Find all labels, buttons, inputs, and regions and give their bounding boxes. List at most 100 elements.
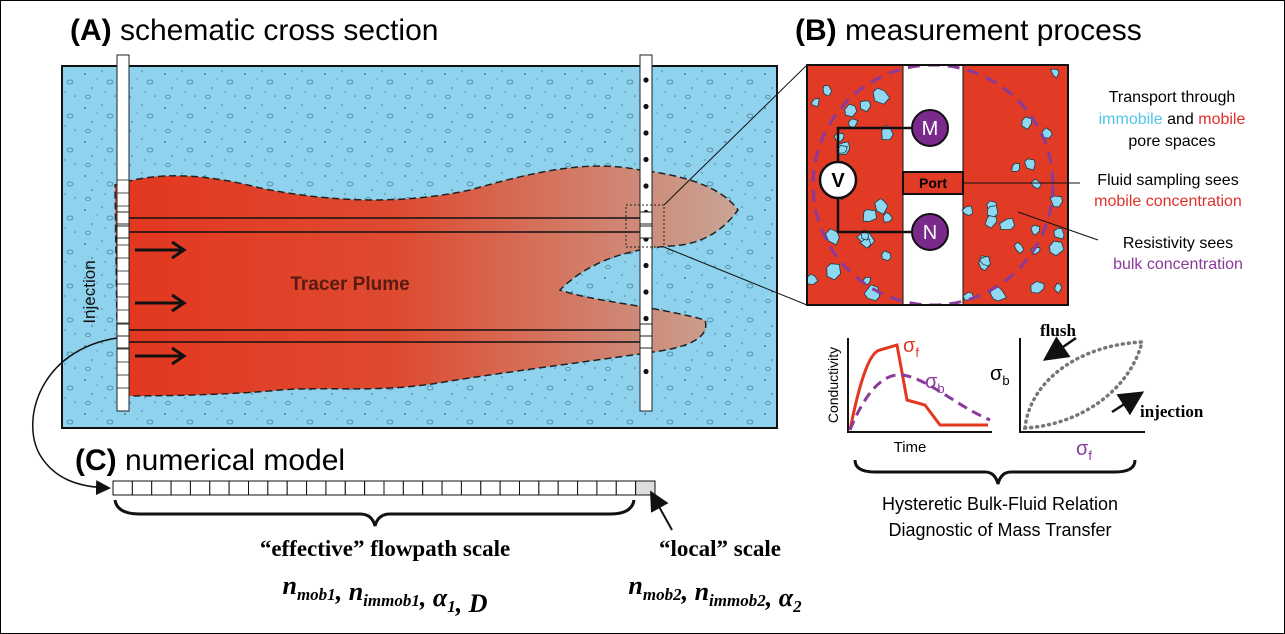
- symbol: σ: [903, 335, 916, 357]
- cell: [229, 481, 248, 495]
- cell: [616, 481, 635, 495]
- figure: (A) schematic cross section Injection Tr…: [0, 0, 1285, 634]
- cell: [307, 481, 326, 495]
- cell: [442, 481, 461, 495]
- cell: [210, 481, 229, 495]
- node-label: N: [923, 222, 937, 244]
- cell: [520, 481, 539, 495]
- cell: [249, 481, 268, 495]
- symbol: n: [282, 571, 296, 600]
- cell: [384, 481, 403, 495]
- injection-label: Injection: [80, 260, 99, 323]
- panel-title: numerical model: [125, 444, 345, 477]
- panel-b-heading: (B) measurement process: [795, 14, 1142, 47]
- annotation: immobile: [1099, 111, 1163, 128]
- separator: ,: [455, 589, 469, 618]
- separator: ,: [681, 577, 695, 606]
- separator: ,: [335, 577, 349, 606]
- symbol: n: [695, 577, 709, 606]
- port-dot: [643, 104, 648, 109]
- port-dot: [643, 316, 648, 321]
- panel-title: measurement process: [845, 14, 1142, 47]
- screen: [640, 226, 652, 238]
- panel-a-heading: (A) schematic cross section: [70, 14, 438, 47]
- symbol: D: [468, 589, 488, 618]
- screen: [117, 226, 129, 238]
- panel-label: (C): [75, 444, 117, 477]
- node-label: V: [831, 170, 845, 192]
- subscript: mob1: [297, 585, 336, 604]
- symbol: σ: [990, 363, 1003, 385]
- annotation: immobile and mobile: [1099, 111, 1246, 128]
- subscript: f: [915, 345, 919, 360]
- annotation: injection: [1140, 402, 1204, 421]
- cell: [461, 481, 480, 495]
- scale-title: “effective” flowpath scale: [260, 536, 510, 561]
- cell: [423, 481, 442, 495]
- cell: [152, 481, 171, 495]
- cell: [287, 481, 306, 495]
- port-dot: [643, 263, 648, 268]
- port-dot: [643, 130, 648, 135]
- annotation: mobile concentration: [1094, 193, 1242, 210]
- screen: [640, 324, 652, 336]
- port-dot: [643, 157, 648, 162]
- panel-c-heading: (C) numerical model: [75, 444, 345, 477]
- caption: Diagnostic of Mass Transfer: [888, 520, 1111, 540]
- subscript: mob2: [643, 585, 682, 604]
- annotation: pore spaces: [1128, 133, 1215, 150]
- screen: [117, 336, 129, 348]
- cell: [268, 481, 287, 495]
- panel-label: (A): [70, 14, 112, 47]
- panel-label: (B): [795, 14, 837, 47]
- symbol: σ: [1076, 438, 1089, 460]
- cell: [500, 481, 519, 495]
- screen: [640, 336, 652, 348]
- cell: [481, 481, 500, 495]
- cell: [597, 481, 616, 495]
- port-dot: [643, 369, 648, 374]
- annotation: Transport through: [1109, 89, 1236, 106]
- symbol: n: [349, 577, 363, 606]
- annotation: flush: [1040, 321, 1076, 340]
- node-label: M: [922, 118, 939, 140]
- cell: [578, 481, 597, 495]
- caption: Hysteretic Bulk-Fluid Relation: [882, 494, 1118, 514]
- subscript: immob2: [709, 591, 766, 610]
- subscript: f: [1088, 448, 1092, 463]
- cell: [113, 481, 132, 495]
- model-grid: [113, 481, 655, 495]
- annotation: mobile: [1198, 111, 1245, 128]
- cell: [132, 481, 151, 495]
- plume-label: Tracer Plume: [290, 274, 409, 295]
- cell: [636, 481, 655, 495]
- port-dot: [643, 289, 648, 294]
- symbol: σ: [925, 371, 938, 393]
- panel-title: schematic cross section: [120, 14, 438, 47]
- cell: [326, 481, 345, 495]
- grain: [987, 206, 998, 217]
- cell: [345, 481, 364, 495]
- cell: [539, 481, 558, 495]
- cell: [403, 481, 422, 495]
- cell: [190, 481, 209, 495]
- separator: ,: [765, 583, 779, 612]
- cell: [171, 481, 190, 495]
- node-label: Port: [919, 175, 947, 191]
- symbol: α: [779, 583, 794, 612]
- axis-label: Conductivity: [825, 347, 841, 423]
- subscript: b: [1002, 373, 1009, 388]
- screen: [117, 324, 129, 336]
- port-dot: [643, 77, 648, 82]
- subscript: b: [937, 381, 944, 396]
- screen: [640, 212, 652, 224]
- subscript: 2: [792, 597, 802, 616]
- grain: [863, 210, 876, 222]
- port-dot: [643, 183, 648, 188]
- screen: [117, 212, 129, 224]
- symbol: n: [628, 571, 642, 600]
- symbol: α: [433, 583, 448, 612]
- axis-label: Time: [894, 439, 927, 456]
- annotation: bulk concentration: [1113, 256, 1243, 273]
- separator: ,: [419, 583, 433, 612]
